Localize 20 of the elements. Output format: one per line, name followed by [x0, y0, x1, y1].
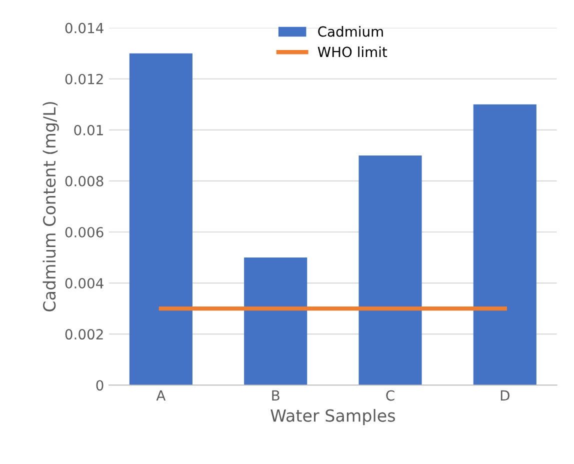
y-tick-label: 0.004: [65, 278, 104, 289]
bar: [244, 258, 308, 386]
y-tick-label: 0: [96, 380, 104, 391]
x-tick-label: C: [386, 390, 394, 401]
y-tick-label: 0.014: [65, 22, 104, 34]
y-tick-label: 0.002: [65, 329, 103, 340]
y-tick-label: 0.012: [65, 74, 103, 84]
x-tick-label: D: [500, 390, 510, 401]
y-axis-title: Cadmium Content (mg/L): [42, 102, 59, 312]
x-tick-label: A: [156, 390, 166, 401]
bar: [473, 104, 536, 386]
bar: [358, 155, 422, 386]
legend-label: Cadmium: [318, 26, 383, 37]
y-tick-label: 0.006: [65, 226, 104, 238]
x-tick-label: B: [272, 390, 280, 401]
y-tick-label: 0.01: [74, 124, 103, 136]
y-tick-label: 0.008: [65, 176, 104, 186]
legend-label: WHO limit: [318, 46, 388, 58]
bar: [129, 53, 192, 386]
x-axis-title: Water Samples: [270, 408, 395, 426]
